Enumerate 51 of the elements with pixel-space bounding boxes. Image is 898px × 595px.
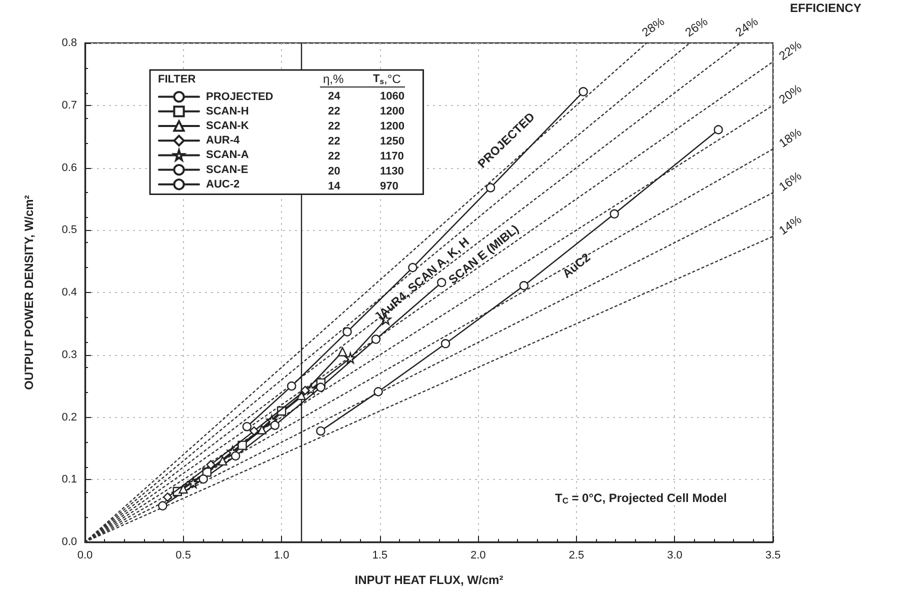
annotation: 22 <box>328 136 340 148</box>
annotation: 20 <box>328 166 340 178</box>
annotation: 1170 <box>380 150 404 162</box>
annotation: 1250 <box>380 136 404 148</box>
text: 24% <box>732 14 761 40</box>
y-tick-label: 0.4 <box>62 286 77 298</box>
y-tick-label: 0.8 <box>62 37 77 49</box>
legend-label: AUR-4 <box>206 134 240 147</box>
x-tick-label: 0.0 <box>77 550 93 562</box>
annotation: 14 <box>328 180 342 192</box>
y-tick-label: 0.0 <box>62 536 77 548</box>
y-tick-label: 0.6 <box>62 162 77 174</box>
legend-label: SCAN-H <box>206 105 249 118</box>
text: 14% <box>776 212 804 238</box>
annotation: 22 <box>328 120 340 132</box>
x-axis-title: INPUT HEAT FLUX, W/cm² <box>354 573 504 587</box>
y-tick-label: 0.3 <box>62 348 77 361</box>
annotation: 1060 <box>380 90 404 102</box>
x-tick-label: 2.0 <box>470 550 486 562</box>
text: 18% <box>776 124 804 150</box>
legend-label: SCAN-K <box>206 120 249 132</box>
annotation: 970 <box>380 180 398 192</box>
annotation: 1130 <box>380 166 404 178</box>
annotation: 22 <box>328 106 340 118</box>
y-tick-label: 0.5 <box>62 224 77 236</box>
annotation: 1200 <box>380 120 404 132</box>
legend-label: SCAN-E <box>206 164 248 176</box>
x-tick-label: 3.0 <box>667 550 682 562</box>
legend-label: SCAN-A <box>206 149 249 162</box>
annotation: 24 <box>328 90 342 102</box>
text: 16% <box>776 168 804 194</box>
annotation: η,% <box>323 72 344 86</box>
y-tick-label: 0.1 <box>62 474 77 486</box>
x-tick-label: 1.5 <box>372 550 388 562</box>
legend-title: FILTER <box>158 74 196 86</box>
y-tick-label: 0.7 <box>62 99 77 112</box>
annotation: 1200 <box>380 106 404 118</box>
text: EFFICIENCY <box>790 1 862 15</box>
y-axis-title: OUTPUT POWER DENSITY, W/cm² <box>22 195 36 390</box>
legend-label: PROJECTED <box>206 90 274 103</box>
x-tick-label: 3.5 <box>765 550 781 562</box>
text: 26% <box>682 14 710 40</box>
legend-label: AUC-2 <box>206 178 240 190</box>
x-tick-label: 2.5 <box>568 550 584 562</box>
x-tick-label: 1.0 <box>274 550 290 562</box>
text: 28% <box>639 14 668 40</box>
text: 20% <box>776 81 804 107</box>
annotation: 22 <box>328 150 340 162</box>
y-tick-label: 0.2 <box>62 411 77 424</box>
text: 22% <box>776 38 804 64</box>
x-tick-label: 0.5 <box>176 550 191 562</box>
